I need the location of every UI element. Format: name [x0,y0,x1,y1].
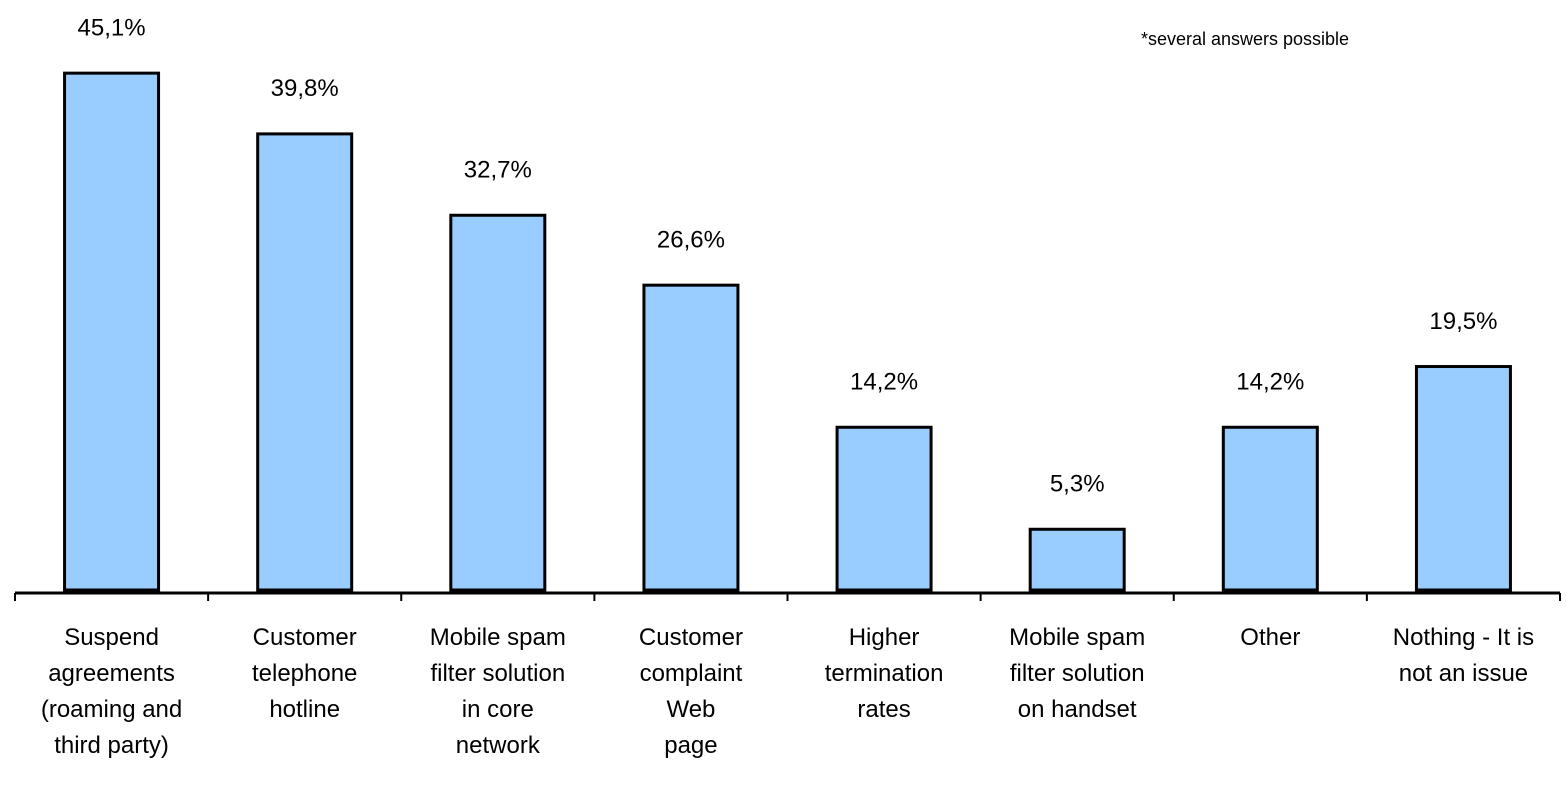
bar [1414,365,1512,592]
x-tick-label: Customer telephone hotline [251,624,358,723]
x-tick-label: Customer complaint Web page [638,624,743,759]
bar [63,71,161,592]
x-tick-label: Higher termination rates [824,624,944,723]
bar [642,283,740,592]
bar [449,213,547,592]
value-label: 26,6% [657,227,725,254]
value-label: 5,3% [1050,471,1105,498]
chart-note: *several answers possible [1141,29,1349,49]
x-tick-label: Other [1240,624,1301,651]
value-label: 19,5% [1429,308,1497,335]
bar [256,132,354,592]
x-tick-label: Mobile spam filter solution in core netw… [429,624,566,759]
bar [1221,425,1319,592]
x-tick-label: Suspend agreements (roaming and third pa… [40,624,183,759]
x-tick-label: Nothing - It is not an issue [1392,624,1535,687]
value-label: 39,8% [271,75,339,102]
x-tick-label: Mobile spam filter solution on handset [1009,624,1146,723]
value-label: 45,1% [78,14,146,41]
value-label: 32,7% [464,157,532,184]
value-label: 14,2% [850,369,918,396]
value-label: 14,2% [1236,369,1304,396]
bar [1028,527,1126,592]
bar [835,425,933,592]
